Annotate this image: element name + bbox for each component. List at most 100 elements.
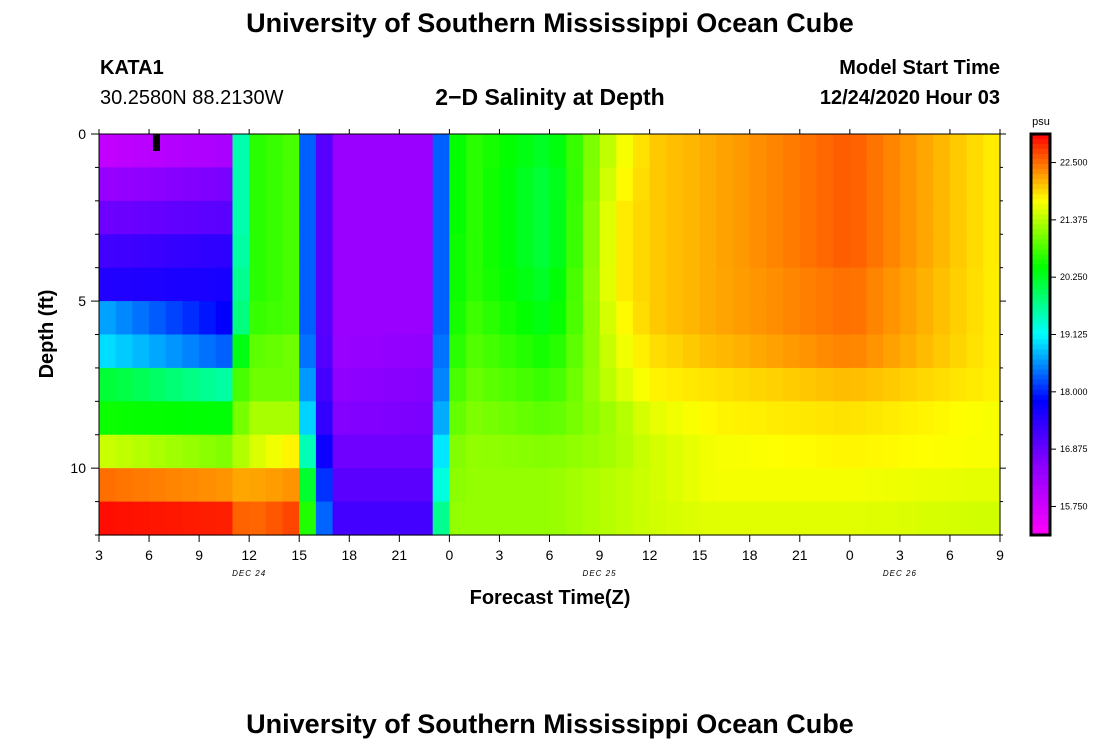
heatmap-cell bbox=[332, 401, 350, 436]
heatmap-cell bbox=[616, 468, 634, 503]
heatmap-cell bbox=[566, 334, 584, 369]
heatmap-cell bbox=[733, 334, 751, 369]
heatmap-cell bbox=[799, 301, 818, 336]
colorbar-segment bbox=[1031, 404, 1050, 411]
heatmap-cell bbox=[182, 401, 200, 436]
heatmap-cell bbox=[666, 401, 684, 436]
heatmap-cell bbox=[215, 134, 234, 169]
heatmap-cell bbox=[883, 401, 901, 436]
heatmap-cell bbox=[115, 468, 133, 503]
heatmap-cell bbox=[766, 134, 784, 169]
heatmap-cell bbox=[249, 267, 267, 302]
heatmap-cell bbox=[816, 234, 834, 269]
heatmap-cell bbox=[766, 301, 784, 336]
heatmap-cell bbox=[365, 401, 384, 436]
heatmap-cell bbox=[766, 434, 784, 469]
heatmap-cell bbox=[182, 301, 200, 336]
y-tick-label: 5 bbox=[78, 293, 86, 309]
heatmap-cell bbox=[783, 434, 801, 469]
colorbar-segment bbox=[1031, 319, 1050, 326]
model-start-time: 12/24/2020 Hour 03 bbox=[819, 87, 1000, 109]
x-day-label: DEC 25 bbox=[583, 569, 617, 578]
heatmap-cell bbox=[99, 468, 117, 503]
x-tick-label: 0 bbox=[846, 547, 854, 563]
heatmap-cell bbox=[482, 301, 501, 336]
heatmap-cell bbox=[666, 434, 684, 469]
heatmap-cell bbox=[399, 401, 417, 436]
heatmap-cell bbox=[199, 301, 217, 336]
colorbar-segment bbox=[1031, 184, 1050, 190]
heatmap-cell bbox=[749, 234, 768, 269]
heatmap-cell bbox=[899, 167, 918, 202]
heatmap-cell bbox=[632, 434, 651, 469]
heatmap-cell bbox=[599, 367, 617, 402]
heatmap-cell bbox=[282, 301, 300, 336]
heatmap-cell bbox=[532, 301, 551, 336]
heatmap-cell bbox=[265, 301, 284, 336]
heatmap-cell bbox=[666, 267, 684, 302]
heatmap-cell bbox=[549, 501, 567, 536]
heatmap-cell bbox=[783, 200, 801, 235]
heatmap-cell bbox=[949, 134, 968, 169]
heatmap-cell bbox=[883, 234, 901, 269]
heatmap-cell bbox=[265, 468, 284, 503]
heatmap-cell bbox=[899, 334, 918, 369]
heatmap-cell bbox=[449, 468, 467, 503]
heatmap-cell bbox=[566, 468, 584, 503]
heatmap-cell bbox=[833, 367, 851, 402]
colorbar-segment bbox=[1031, 384, 1050, 391]
heatmap-cell bbox=[566, 267, 584, 302]
heatmap-cell bbox=[482, 367, 501, 402]
heatmap-cell bbox=[566, 501, 584, 536]
heatmap-cell bbox=[682, 367, 701, 402]
heatmap-cell bbox=[582, 501, 601, 536]
heatmap-cell bbox=[149, 334, 167, 369]
colorbar-tick-label: 18.000 bbox=[1060, 387, 1088, 397]
heatmap-cell bbox=[716, 301, 734, 336]
heatmap-cell bbox=[332, 267, 350, 302]
heatmap-cell bbox=[516, 200, 534, 235]
heatmap-cell bbox=[432, 468, 450, 503]
heatmap-cell bbox=[949, 334, 968, 369]
heatmap-cell bbox=[632, 267, 651, 302]
heatmap-cell bbox=[866, 334, 884, 369]
heatmap-cell bbox=[899, 234, 918, 269]
heatmap-cell bbox=[566, 401, 584, 436]
heatmap-cell bbox=[649, 334, 667, 369]
heatmap-cell bbox=[733, 468, 751, 503]
heatmap-cell bbox=[949, 200, 968, 235]
colorbar-segment bbox=[1031, 504, 1050, 511]
colorbar-segment bbox=[1031, 349, 1050, 356]
heatmap-cell bbox=[99, 200, 117, 235]
colorbar-segment bbox=[1031, 344, 1050, 351]
heatmap-cell bbox=[949, 267, 968, 302]
heatmap-cell bbox=[666, 234, 684, 269]
heatmap-cell bbox=[416, 200, 434, 235]
heatmap-cell bbox=[716, 367, 734, 402]
colorbar-segment bbox=[1031, 234, 1050, 240]
heatmap-cell bbox=[182, 134, 200, 169]
heatmap-cell bbox=[549, 234, 567, 269]
colorbar-segment bbox=[1031, 494, 1050, 501]
heatmap-cell bbox=[816, 301, 834, 336]
heatmap-cell bbox=[232, 401, 250, 436]
heatmap-cell bbox=[866, 234, 884, 269]
heatmap-cell bbox=[349, 134, 367, 169]
heatmap-cell bbox=[749, 267, 768, 302]
heatmap-cell bbox=[449, 401, 467, 436]
heatmap-cell bbox=[149, 234, 167, 269]
heatmap-cell bbox=[799, 501, 818, 536]
heatmap-cell bbox=[699, 401, 717, 436]
colorbar-segment bbox=[1031, 199, 1050, 205]
heatmap-cell bbox=[516, 401, 534, 436]
heatmap-cell bbox=[566, 301, 584, 336]
heatmap-cell bbox=[432, 367, 450, 402]
heatmap-cell bbox=[983, 501, 1001, 536]
heatmap-cell bbox=[632, 468, 651, 503]
heatmap-cell bbox=[549, 134, 567, 169]
heatmap-cell bbox=[232, 334, 250, 369]
heatmap-cell bbox=[783, 468, 801, 503]
heatmap-cell bbox=[866, 134, 884, 169]
heatmap-cell bbox=[783, 267, 801, 302]
colorbar-segment bbox=[1031, 139, 1050, 145]
